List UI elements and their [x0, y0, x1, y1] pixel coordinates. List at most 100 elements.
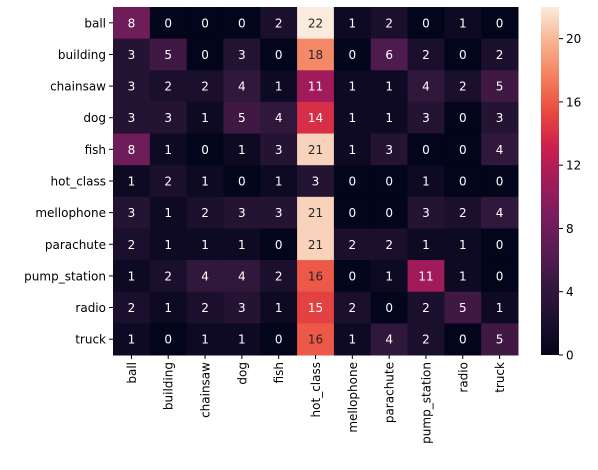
cell-value-label: 0	[275, 333, 283, 347]
heatmap-cell	[260, 165, 298, 198]
heatmap-cells	[113, 7, 519, 356]
y-tick-label: pump_station	[24, 269, 106, 283]
cell-value-label: 2	[422, 301, 430, 315]
cell-value-label: 1	[128, 269, 136, 283]
cell-value-label: 2	[422, 48, 430, 62]
heatmap-cell	[149, 228, 188, 261]
heatmap-cell	[297, 7, 335, 40]
heatmap-cell	[149, 260, 188, 293]
cell-value-label: 1	[164, 206, 172, 220]
cell-value-label: 1	[128, 175, 136, 189]
cell-value-label: 3	[422, 111, 430, 125]
cell-value-label: 0	[348, 175, 356, 189]
y-tick-label: truck	[75, 333, 106, 347]
heatmap-cell	[186, 291, 224, 324]
cell-value-label: 21	[308, 143, 323, 157]
cell-value-label: 3	[275, 143, 283, 157]
cell-value-label: 2	[164, 269, 172, 283]
cell-value-label: 0	[164, 333, 172, 347]
cell-value-label: 2	[385, 16, 393, 30]
heatmap-cell	[223, 101, 261, 135]
heatmap-cell	[113, 323, 151, 356]
cell-value-label: 3	[164, 111, 172, 125]
cell-value-label: 0	[459, 175, 467, 189]
heatmap-cell	[481, 291, 519, 324]
heatmap-cell	[370, 7, 409, 40]
heatmap-cell	[149, 323, 188, 356]
x-axis: ball building chainsaw dog fish hot_class mell…	[125, 355, 507, 444]
heatmap-cell	[260, 70, 298, 103]
y-tick-label: building	[58, 48, 106, 62]
heatmap-cell	[260, 133, 298, 166]
cell-value-label: 3	[238, 301, 246, 315]
cell-value-label: 3	[312, 175, 320, 189]
cell-value-label: 2	[128, 301, 136, 315]
cell-value-label: 21	[308, 238, 323, 252]
heatmap-cell	[113, 7, 151, 40]
heatmap-cell	[223, 323, 261, 356]
heatmap-cell	[113, 70, 151, 103]
colorbar: 0 4 8 12 16 20	[541, 7, 581, 363]
cell-value-label: 1	[385, 111, 393, 125]
heatmap-cell	[149, 101, 188, 135]
cell-value-label: 4	[422, 80, 430, 94]
cell-value-label: 1	[459, 269, 467, 283]
cell-value-label: 3	[238, 206, 246, 220]
heatmap-cell	[149, 196, 188, 229]
cell-value-label: 1	[275, 175, 283, 189]
cell-value-label: 0	[496, 16, 504, 30]
cell-value-label: 0	[385, 301, 393, 315]
heatmap-cell	[297, 291, 335, 324]
heatmap-cell	[481, 165, 519, 198]
cell-value-label: 0	[459, 333, 467, 347]
x-tick-label: building	[162, 362, 176, 410]
cell-value-label: 1	[348, 16, 356, 30]
cell-value-label: 2	[422, 333, 430, 347]
cell-value-label: 0	[201, 143, 209, 157]
cell-value-label: 0	[164, 16, 172, 30]
heatmap-cell	[223, 196, 261, 229]
cell-value-label: 8	[128, 143, 136, 157]
heatmap-cell-labels: 8 0 0 0 2 22 1 2 0 1 03 5 0 3 0 18 0 6 2 0 23 2 2 4 1 11 1 1 4 2 53 3 1 5…	[128, 16, 504, 346]
heatmap-cell	[444, 101, 482, 135]
heatmap-cell	[113, 260, 151, 293]
x-tick-label: parachute	[383, 362, 397, 423]
heatmap-cell	[481, 7, 519, 40]
heatmap-cell	[223, 165, 261, 198]
heatmap-cell	[186, 101, 224, 135]
heatmap-cell	[333, 133, 372, 166]
heatmap-cell	[149, 70, 188, 103]
cell-value-label: 0	[201, 48, 209, 62]
heatmap-cell	[297, 38, 335, 71]
cell-value-label: 0	[201, 16, 209, 30]
heatmap-cell	[444, 291, 482, 324]
colorbar-tick-label: 12	[566, 159, 581, 173]
x-tick-label: pump_station	[419, 362, 433, 444]
cell-value-label: 18	[308, 48, 323, 62]
cell-value-label: 2	[496, 48, 504, 62]
cell-value-label: 1	[201, 333, 209, 347]
heatmap-cell	[223, 228, 261, 261]
cell-value-label: 0	[496, 238, 504, 252]
cell-value-label: 16	[308, 269, 323, 283]
heatmap-cell	[333, 228, 372, 261]
cell-value-label: 5	[496, 80, 504, 94]
colorbar-tick-label: 4	[566, 285, 574, 299]
cell-value-label: 3	[496, 111, 504, 125]
cell-value-label: 1	[348, 80, 356, 94]
cell-value-label: 2	[201, 301, 209, 315]
heatmap-cell	[260, 291, 298, 324]
heatmap-cell	[444, 38, 482, 71]
cell-value-label: 2	[275, 269, 283, 283]
heatmap-cell	[113, 165, 151, 198]
cell-value-label: 2	[128, 238, 136, 252]
cell-value-label: 2	[275, 16, 283, 30]
heatmap-cell	[260, 196, 298, 229]
heatmap-cell	[260, 7, 298, 40]
cell-value-label: 4	[238, 80, 246, 94]
heatmap-cell	[186, 133, 224, 166]
cell-value-label: 1	[201, 175, 209, 189]
y-tick-label: parachute	[45, 238, 106, 252]
cell-value-label: 4	[496, 143, 504, 157]
